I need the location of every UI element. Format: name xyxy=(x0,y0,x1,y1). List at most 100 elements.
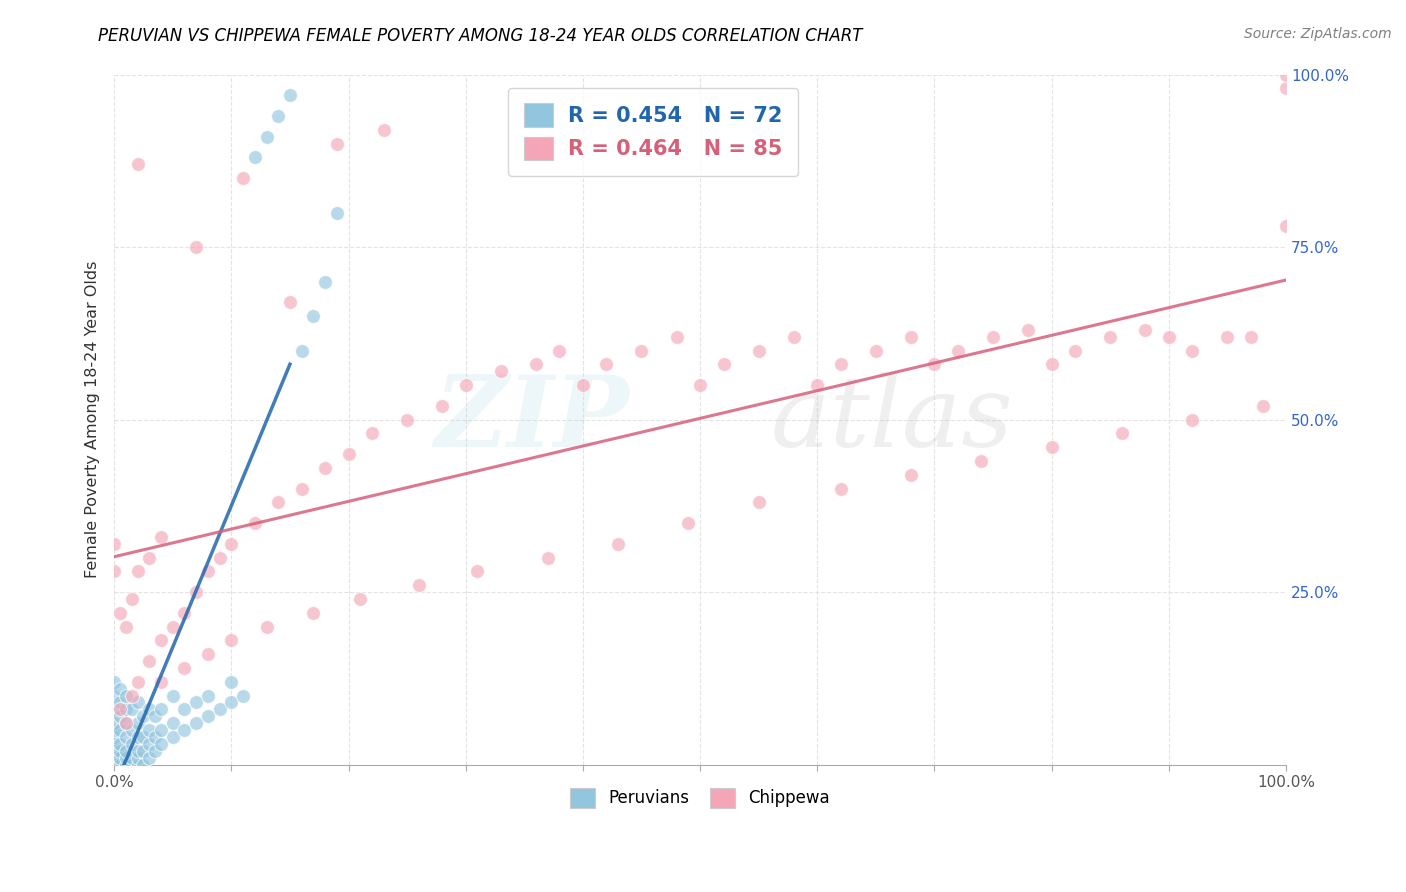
Point xyxy=(489,364,512,378)
Point xyxy=(127,695,149,709)
Point xyxy=(748,495,770,509)
Point xyxy=(524,357,547,371)
Point xyxy=(108,750,131,764)
Point xyxy=(221,695,243,709)
Point xyxy=(108,681,131,696)
Point xyxy=(115,702,138,716)
Point xyxy=(572,378,595,392)
Point xyxy=(1135,323,1157,337)
Point xyxy=(748,343,770,358)
Point xyxy=(946,343,969,358)
Point xyxy=(970,454,993,468)
Point xyxy=(232,171,254,186)
Point xyxy=(127,750,149,764)
Point xyxy=(278,88,301,103)
Point xyxy=(865,343,887,358)
Point xyxy=(630,343,652,358)
Point xyxy=(115,619,138,633)
Point xyxy=(689,378,711,392)
Point xyxy=(1181,343,1204,358)
Point xyxy=(132,709,155,723)
Point xyxy=(138,654,160,668)
Point xyxy=(108,606,131,620)
Point xyxy=(302,606,325,620)
Point xyxy=(1040,440,1063,454)
Point xyxy=(115,716,138,731)
Point xyxy=(186,716,208,731)
Text: Source: ZipAtlas.com: Source: ZipAtlas.com xyxy=(1244,27,1392,41)
Point xyxy=(349,591,371,606)
Point xyxy=(121,702,143,716)
Point xyxy=(1240,329,1263,343)
Point xyxy=(1111,426,1133,441)
Point xyxy=(162,730,184,744)
Point xyxy=(108,709,131,723)
Y-axis label: Female Poverty Among 18-24 Year Olds: Female Poverty Among 18-24 Year Olds xyxy=(86,260,100,578)
Point xyxy=(1040,357,1063,371)
Point xyxy=(243,150,266,164)
Legend: Peruvians, Chippewa: Peruvians, Chippewa xyxy=(564,781,837,814)
Point xyxy=(121,750,143,764)
Point xyxy=(108,723,131,737)
Point xyxy=(326,136,349,151)
Point xyxy=(150,530,173,544)
Point xyxy=(1275,81,1298,95)
Point xyxy=(221,674,243,689)
Point xyxy=(314,460,336,475)
Point xyxy=(150,633,173,648)
Point xyxy=(186,240,208,254)
Point xyxy=(1157,329,1180,343)
Point xyxy=(127,157,149,171)
Point xyxy=(1275,219,1298,234)
Point xyxy=(186,585,208,599)
Point xyxy=(302,309,325,323)
Point xyxy=(103,757,125,772)
Point xyxy=(103,689,125,703)
Point xyxy=(243,516,266,530)
Point xyxy=(1251,399,1274,413)
Point xyxy=(132,744,155,758)
Point xyxy=(900,329,922,343)
Point xyxy=(150,723,173,737)
Point xyxy=(103,744,125,758)
Point xyxy=(132,757,155,772)
Point xyxy=(713,357,735,371)
Point xyxy=(103,730,125,744)
Point xyxy=(121,757,143,772)
Point xyxy=(607,537,630,551)
Point xyxy=(537,550,560,565)
Point xyxy=(1216,329,1239,343)
Point xyxy=(197,709,219,723)
Point xyxy=(103,564,125,578)
Point xyxy=(121,737,143,751)
Point xyxy=(186,695,208,709)
Point xyxy=(467,564,489,578)
Point xyxy=(1017,323,1039,337)
Point xyxy=(361,426,384,441)
Point xyxy=(143,709,166,723)
Point xyxy=(108,702,131,716)
Point xyxy=(267,495,290,509)
Point xyxy=(103,702,125,716)
Point xyxy=(208,702,231,716)
Point xyxy=(162,619,184,633)
Point xyxy=(127,564,149,578)
Point xyxy=(314,275,336,289)
Point xyxy=(232,689,254,703)
Point xyxy=(108,737,131,751)
Point xyxy=(150,674,173,689)
Point xyxy=(173,702,195,716)
Point xyxy=(143,730,166,744)
Point xyxy=(408,578,430,592)
Point xyxy=(132,730,155,744)
Point xyxy=(127,744,149,758)
Point xyxy=(173,661,195,675)
Point xyxy=(291,482,314,496)
Point xyxy=(150,737,173,751)
Point xyxy=(115,716,138,731)
Point xyxy=(396,412,419,426)
Point xyxy=(678,516,700,530)
Point xyxy=(291,343,314,358)
Point xyxy=(595,357,617,371)
Point xyxy=(267,109,290,123)
